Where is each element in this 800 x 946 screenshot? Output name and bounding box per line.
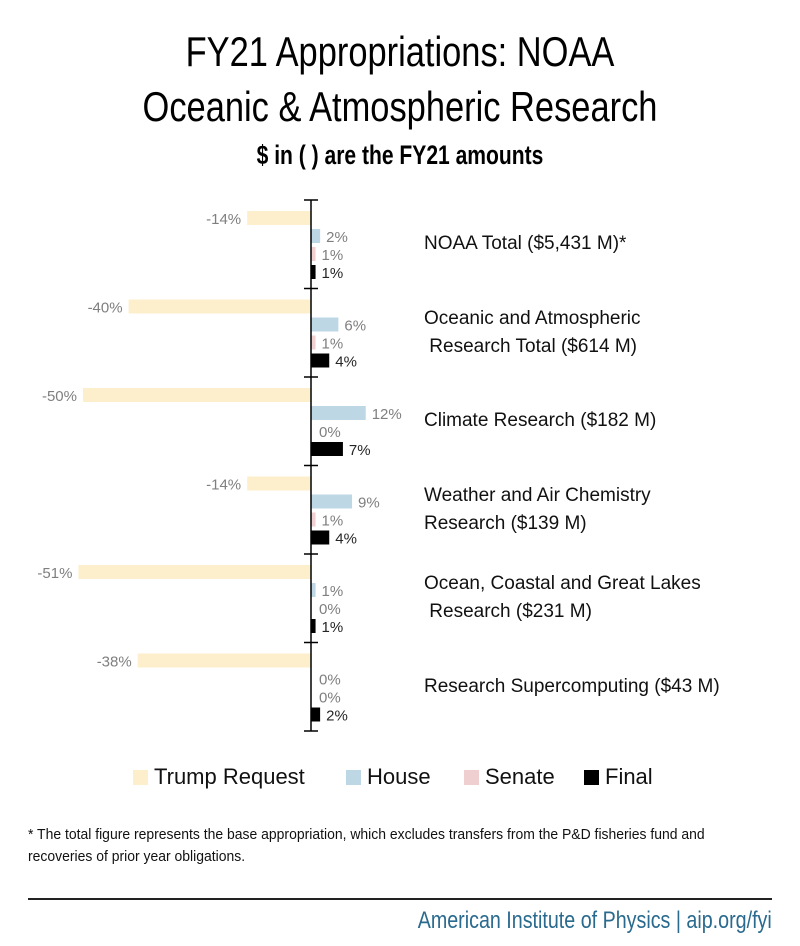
bar-house (311, 494, 353, 509)
bar-trump-request (128, 299, 311, 314)
bar-senate (311, 512, 316, 527)
data-label: 4% (335, 354, 357, 371)
data-label: 2% (326, 229, 348, 246)
data-label: -38% (97, 654, 132, 671)
legend-swatch (584, 769, 599, 785)
legend: Trump Request House Senate Final (0, 762, 800, 796)
data-label: -51% (37, 565, 72, 582)
bar-trump-request (83, 388, 311, 402)
legend-swatch (346, 769, 361, 785)
category-label: Oceanic and Atmospheric Research Total (… (424, 307, 641, 357)
chart-title-line-2: Oceanic & Atmospheric Research (142, 83, 658, 130)
category-label: Climate Research ($182 M) (424, 410, 657, 432)
category-label: Ocean, Coastal and Great Lakes Research … (424, 573, 701, 623)
bar-senate (311, 247, 316, 261)
data-label: 9% (358, 495, 380, 512)
bar-trump-request (137, 653, 311, 668)
legend-label: House (367, 764, 431, 789)
data-label: 1% (322, 247, 344, 264)
data-label: 0% (319, 672, 341, 689)
data-label: 1% (322, 513, 344, 530)
bar-chart: -14%-40%-50%-14%-51%-38%2%6%12%9%1%0%1%1… (37, 199, 402, 732)
chart-subtitle: $ in ( ) are the FY21 amounts (256, 140, 544, 170)
footnote: * The total figure represents the base a… (28, 826, 705, 865)
legend-item-senate: Senate (464, 762, 555, 792)
bar-senate (311, 335, 316, 350)
bar-final (311, 619, 316, 633)
bar-trump-request (247, 211, 311, 225)
bar-final (311, 530, 330, 545)
data-label: -14% (206, 211, 241, 228)
bar-house (311, 229, 321, 243)
legend-swatch (133, 769, 148, 785)
bar-house (311, 583, 316, 597)
legend-item-house: House (346, 762, 431, 792)
legend-item-final: Final (584, 762, 653, 792)
bar-trump-request (247, 476, 311, 491)
bar-final (311, 265, 316, 279)
data-label: 7% (349, 442, 371, 459)
data-label: -50% (42, 388, 77, 405)
data-label: 4% (335, 531, 357, 548)
footer-divider (28, 898, 772, 900)
data-label: 1% (322, 583, 344, 600)
legend-item-trump-request: Trump Request (133, 762, 305, 792)
bar-final (311, 353, 330, 368)
data-label: 1% (322, 265, 344, 282)
source-credit: American Institute of Physics | aip.org/… (417, 907, 772, 934)
data-label: 0% (319, 424, 341, 441)
category-label: NOAA Total ($5,431 M)* (424, 233, 627, 255)
legend-label: Trump Request (154, 764, 305, 789)
data-label: 0% (319, 601, 341, 618)
bar-final (311, 707, 321, 722)
legend-label: Final (605, 764, 653, 789)
bar-trump-request (78, 565, 311, 579)
data-label: -14% (206, 477, 241, 494)
data-label: 0% (319, 690, 341, 707)
category-label: Research Supercomputing ($43 M) (424, 675, 720, 697)
bar-final (311, 442, 343, 456)
category-label: Weather and Air Chemistry Research ($139… (424, 484, 651, 534)
chart-title-line-1: FY21 Appropriations: NOAA (185, 28, 615, 75)
legend-swatch (464, 769, 479, 785)
data-label: 1% (322, 336, 344, 353)
data-label: 6% (344, 318, 366, 335)
legend-label: Senate (485, 764, 555, 789)
data-label: -40% (88, 300, 123, 317)
data-label: 12% (372, 406, 402, 423)
data-label: 2% (326, 708, 348, 725)
bar-house (311, 406, 366, 420)
data-label: 1% (322, 619, 344, 636)
bar-house (311, 317, 339, 332)
